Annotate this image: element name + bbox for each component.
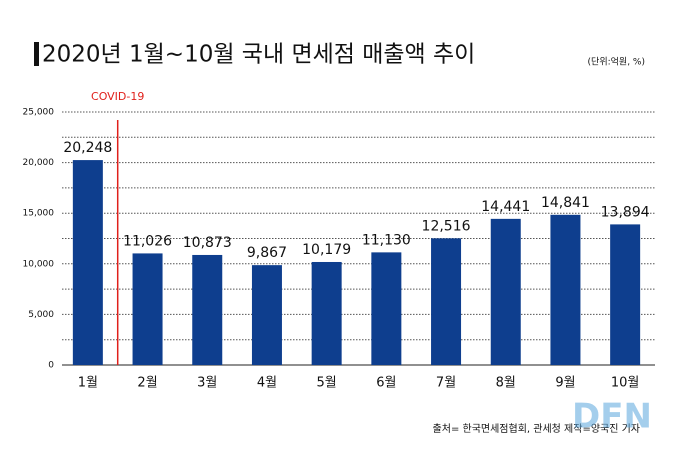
source-note: 출처= 한국면세점협회, 관세청 제작=양국진 기자 [433,422,640,435]
y-tick-label: 10,000 [23,259,55,269]
x-tick-label: 8월 [496,376,516,391]
y-tick-label: 5,000 [28,310,54,320]
chart-title: 2020년 1월~10월 국내 면세점 매출액 추이 [42,42,475,68]
y-tick-label: 15,000 [23,209,55,219]
x-tick-label: 7월 [436,376,456,391]
y-tick-label: 0 [48,361,54,371]
bar [550,214,581,365]
bar [132,253,163,365]
watermark: DFN [572,397,652,437]
unit-note: (단위:억원, %) [588,56,645,68]
x-tick-label: 9월 [555,376,575,391]
value-label: 10,873 [183,235,232,251]
bar [192,254,223,365]
value-label: 20,248 [63,140,112,156]
x-tick-label: 6월 [376,376,396,391]
annotation-label: COVID-19 [91,90,144,103]
x-tick-label: 4월 [257,376,277,391]
bar [431,238,462,365]
value-label: 11,026 [123,233,172,249]
title-marker [34,42,39,66]
bar [72,160,103,365]
value-label: 11,130 [362,232,411,248]
bar [490,218,521,365]
y-tick-label: 20,000 [23,158,55,168]
value-label: 14,441 [481,199,530,215]
x-tick-label: 2월 [137,376,157,391]
bar [311,261,342,365]
x-tick-label: 3월 [197,376,217,391]
value-label: 10,179 [302,242,351,258]
value-label: 12,516 [422,218,471,234]
value-label: 9,867 [247,245,287,261]
bar [610,224,641,365]
y-tick-label: 25,000 [23,108,55,118]
x-tick-label: 1월 [78,376,98,391]
bar [251,265,282,365]
bar [371,252,402,365]
value-label: 13,894 [601,204,650,220]
x-tick-label: 5월 [317,376,337,391]
x-tick-label: 10월 [611,376,640,391]
value-label: 14,841 [541,195,590,211]
